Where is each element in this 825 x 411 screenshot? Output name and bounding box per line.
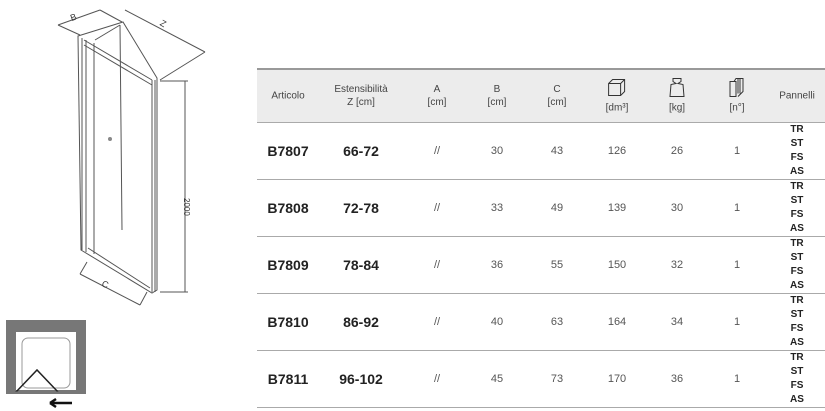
shower-door-drawing: B Z C 2000 xyxy=(6,9,206,409)
cell-a: // xyxy=(433,202,441,214)
box-volume-icon xyxy=(608,79,626,96)
cell-n: 1 xyxy=(733,373,741,385)
cell-b: 40 xyxy=(490,316,504,328)
header-estensibilita: Estensibilità Z [cm] xyxy=(334,84,388,108)
cell-articolo: B7808 xyxy=(267,200,309,216)
cell-z: 78-84 xyxy=(343,257,379,273)
weight-icon xyxy=(669,78,685,97)
cell-articolo: B7811 xyxy=(267,371,309,387)
cell-dm3: 150 xyxy=(607,259,627,271)
label-b: B xyxy=(69,12,78,23)
header-c: C [cm] xyxy=(547,84,567,108)
cell-n: 1 xyxy=(733,202,741,214)
cell-dm3: 139 xyxy=(607,202,627,214)
cell-pannelli: TR ST FS AS xyxy=(790,352,804,405)
header-b: B [cm] xyxy=(487,84,507,108)
header-weight: [kg] xyxy=(668,78,686,115)
table-row: B7811 96-102 // 45 73 170 36 1 TR ST FS AS xyxy=(257,350,825,408)
cell-n: 1 xyxy=(733,145,741,157)
cell-z: 66-72 xyxy=(343,143,379,159)
cell-articolo: B7809 xyxy=(267,257,309,273)
label-c: C xyxy=(100,279,110,291)
cell-a: // xyxy=(433,316,441,328)
label-z: Z xyxy=(158,18,168,30)
cell-articolo: B7810 xyxy=(267,314,309,330)
cell-dm3: 170 xyxy=(607,373,627,385)
cell-dm3: 164 xyxy=(607,316,627,328)
product-table: Articolo Estensibilità Z [cm] A [cm] B [cm]… xyxy=(257,68,825,408)
header-articolo: Articolo xyxy=(271,90,305,102)
floor-plan-icon xyxy=(6,320,86,409)
cell-c: 63 xyxy=(550,316,564,328)
table-header: Articolo Estensibilità Z [cm] A [cm] B [cm]… xyxy=(257,68,825,122)
cell-z: 96-102 xyxy=(339,371,383,387)
header-panels-count: [n°] xyxy=(728,78,746,115)
cell-c: 73 xyxy=(550,373,564,385)
cell-kg: 34 xyxy=(670,316,684,328)
cell-pannelli: TR ST FS AS xyxy=(790,124,804,177)
cell-b: 36 xyxy=(490,259,504,271)
cell-kg: 36 xyxy=(670,373,684,385)
cell-b: 33 xyxy=(490,202,504,214)
cell-z: 86-92 xyxy=(343,314,379,330)
cell-c: 49 xyxy=(550,202,564,214)
cell-b: 45 xyxy=(490,373,504,385)
header-a: A [cm] xyxy=(427,84,447,108)
table-row: B7807 66-72 // 30 43 126 26 1 TR ST FS AS xyxy=(257,122,825,179)
cell-b: 30 xyxy=(490,145,504,157)
cell-kg: 30 xyxy=(670,202,684,214)
panels-count-icon xyxy=(729,78,744,97)
cell-z: 72-78 xyxy=(343,200,379,216)
cell-pannelli: TR ST FS AS xyxy=(790,181,804,234)
cell-articolo: B7807 xyxy=(267,143,309,159)
header-volume: [dm³] xyxy=(606,78,628,115)
cell-kg: 32 xyxy=(670,259,684,271)
cell-kg: 26 xyxy=(670,145,684,157)
header-pannelli: Pannelli xyxy=(779,90,815,102)
cell-a: // xyxy=(433,373,441,385)
table-row: B7810 86-92 // 40 63 164 34 1 TR ST FS AS xyxy=(257,293,825,350)
cell-a: // xyxy=(433,259,441,271)
cell-dm3: 126 xyxy=(607,145,627,157)
cell-n: 1 xyxy=(733,259,741,271)
cell-pannelli: TR ST FS AS xyxy=(790,295,804,348)
height-label: 2000 xyxy=(182,198,191,216)
cell-pannelli: TR ST FS AS xyxy=(790,238,804,291)
cell-n: 1 xyxy=(733,316,741,328)
table-row: B7809 78-84 // 36 55 150 32 1 TR ST FS AS xyxy=(257,236,825,293)
cell-c: 43 xyxy=(550,145,564,157)
table-row: B7808 72-78 // 33 49 139 30 1 TR ST FS AS xyxy=(257,179,825,236)
cell-a: // xyxy=(433,145,441,157)
cell-c: 55 xyxy=(550,259,564,271)
